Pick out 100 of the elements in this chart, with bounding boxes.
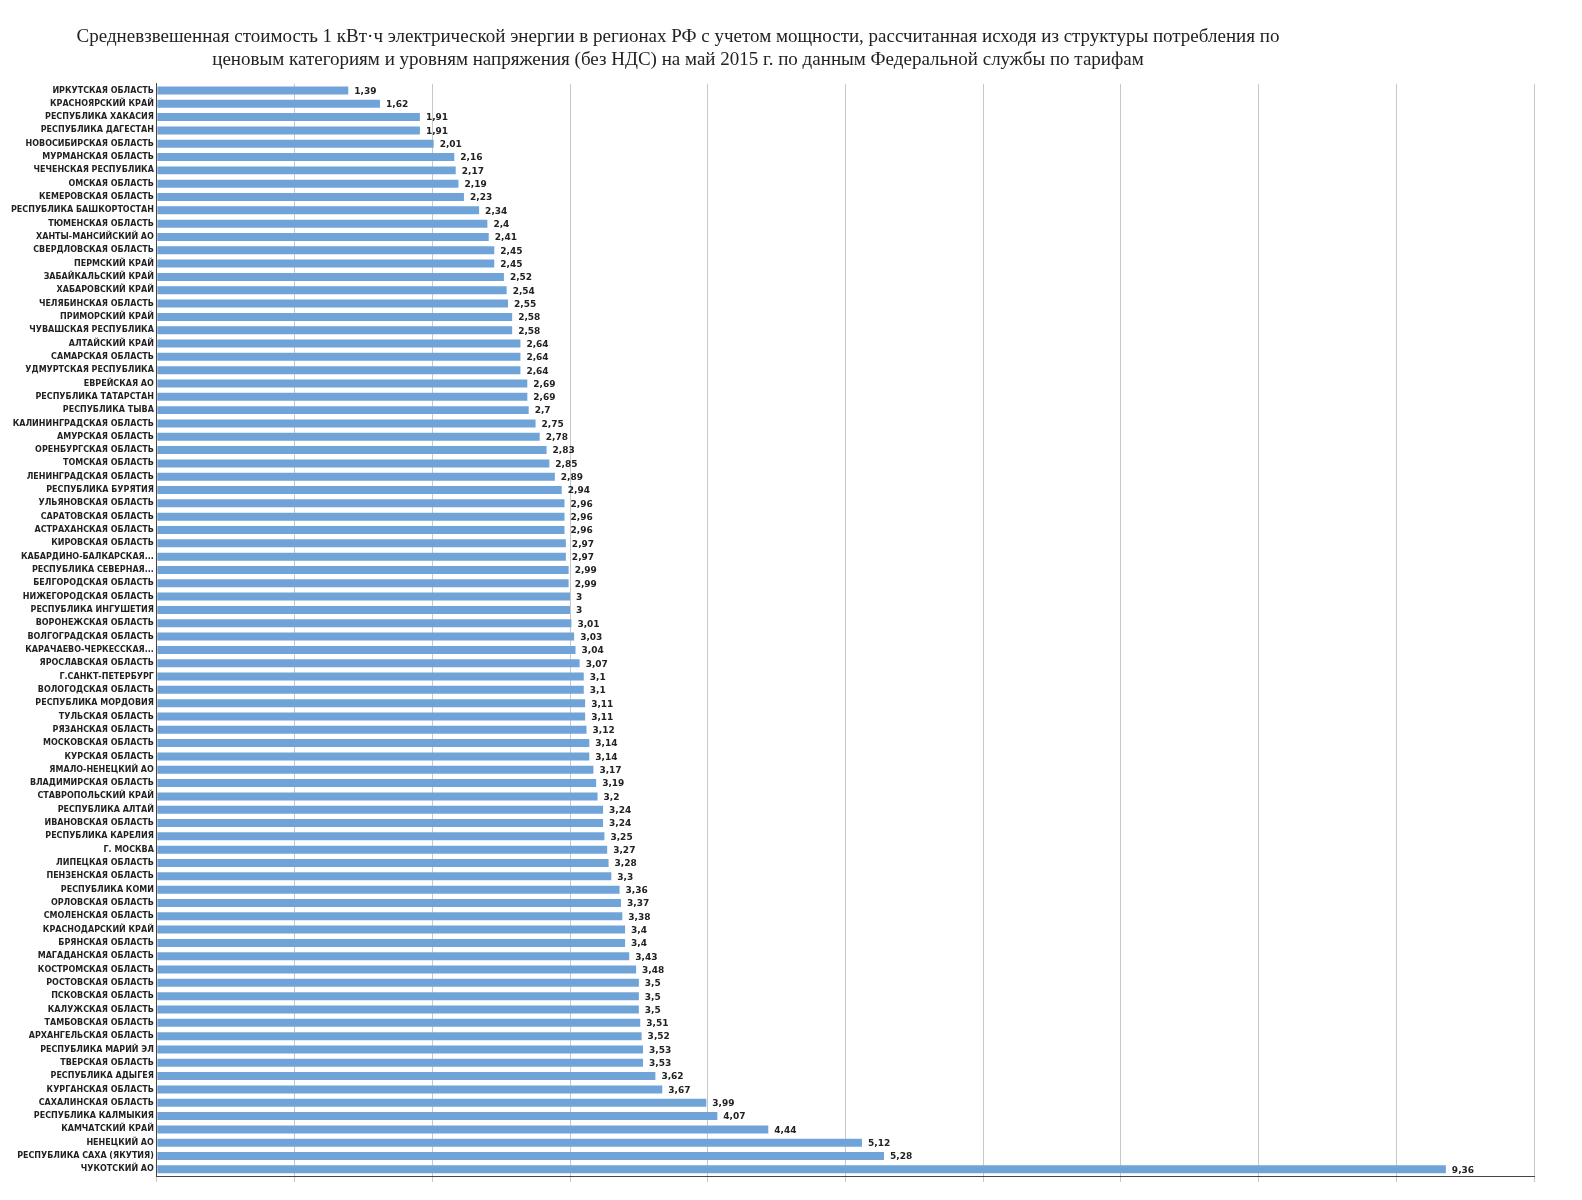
y-tick-label: РЕСПУБЛИКА ДАГЕСТАН	[40, 125, 154, 135]
bar	[157, 113, 420, 122]
bar	[157, 486, 562, 495]
bar	[157, 126, 420, 135]
data-label: 2,97	[571, 551, 595, 562]
data-label: 1,62	[385, 99, 409, 110]
y-tick-label: МОСКОВСКАЯ ОБЛАСТЬ	[43, 738, 154, 748]
data-label: 3	[576, 591, 583, 602]
bar	[157, 952, 630, 961]
bar	[157, 166, 456, 175]
bar	[157, 659, 580, 668]
bar	[157, 685, 584, 694]
bar	[157, 1098, 707, 1107]
chart-title: Средневзвешенная стоимость 1 кВт·ч электрической энергии в регионах РФ с учетом мощности, рассчитанная исходя из структуры потребления по ценовым категориям и уровням напряжения (без НДС) на май 2015 г. по данным Федеральной службы по тарифам	[75, 24, 1281, 70]
data-label: 3,52	[647, 1031, 670, 1042]
y-tick-label: КАЛИНИНГРАДСКАЯ ОБЛАСТЬ	[12, 418, 154, 428]
data-label: 1,91	[425, 112, 449, 123]
data-label: 3,53	[648, 1044, 672, 1055]
bar	[157, 819, 604, 828]
data-label: 3,38	[628, 911, 651, 922]
y-tick-label: КАБАРДИНО-БАЛКАРСКАЯ...	[20, 551, 154, 561]
y-tick-label: РЕСПУБЛИКА АДЫГЕЯ	[50, 1071, 154, 1081]
y-tick-label: Г.САНКТ-ПЕТЕРБУРГ	[59, 671, 154, 681]
data-label: 2,99	[574, 578, 597, 589]
bar	[157, 99, 380, 108]
bar	[157, 872, 612, 881]
data-label: 3,3	[617, 871, 634, 882]
y-tick-label: ВОЛГОГРАДСКАЯ ОБЛАСТЬ	[27, 631, 154, 641]
y-tick-label: НЕНЕЦКИЙ АО	[86, 1135, 155, 1147]
data-label: 4,44	[774, 1124, 797, 1135]
bar	[157, 1058, 643, 1067]
data-label: 3,14	[595, 738, 618, 749]
data-label: 2,94	[567, 485, 590, 496]
bar	[157, 179, 459, 188]
bar	[157, 779, 597, 788]
bar	[157, 765, 594, 774]
data-label: 3,5	[644, 991, 661, 1002]
data-label: 2,89	[560, 472, 584, 483]
bar	[157, 592, 570, 601]
data-label: 1,39	[354, 85, 377, 96]
y-tick-label: БЕЛГОРОДСКАЯ ОБЛАСТЬ	[33, 578, 154, 588]
data-label: 3,17	[599, 765, 622, 776]
y-tick-label: ИВАНОВСКАЯ ОБЛАСТЬ	[44, 818, 154, 828]
data-label: 3,51	[646, 1018, 669, 1029]
bar	[157, 193, 464, 202]
bar	[157, 339, 521, 348]
data-label: 2,69	[533, 378, 556, 389]
y-tick-label: РЕСПУБЛИКА ТЫВА	[62, 405, 155, 415]
y-tick-label: РЕСПУБЛИКА ХАКАСИЯ	[45, 112, 154, 122]
data-label: 3,36	[625, 884, 648, 895]
bar	[157, 579, 569, 588]
bar	[157, 446, 547, 455]
bar	[157, 805, 604, 814]
y-tick-label: РЕСПУБЛИКА СЕВЕРНАЯ...	[31, 565, 154, 575]
y-tick-label: КУРГАНСКАЯ ОБЛАСТЬ	[46, 1084, 154, 1094]
y-tick-label: КАМЧАТСКИЙ КРАЙ	[61, 1122, 154, 1134]
data-label: 3,5	[644, 978, 661, 989]
y-tick-label: ЧЕЛЯБИНСКАЯ ОБЛАСТЬ	[38, 298, 154, 308]
y-tick-label: РЕСПУБЛИКА ТАТАРСТАН	[35, 391, 154, 401]
y-tick-label: САХАЛИНСКАЯ ОБЛАСТЬ	[38, 1097, 154, 1107]
bar	[157, 832, 605, 841]
bar	[157, 898, 621, 907]
bar	[157, 619, 572, 628]
bar	[157, 1125, 769, 1134]
y-tick-label: РЕСПУБЛИКА КАРЕЛИЯ	[45, 831, 154, 841]
y-tick-label: РЕСПУБЛИКА САХА (ЯКУТИЯ)	[17, 1151, 154, 1161]
y-tick-label: ТОМСКАЯ ОБЛАСТЬ	[62, 458, 154, 468]
bar	[157, 792, 598, 801]
bar	[157, 859, 609, 867]
bar	[157, 1085, 663, 1094]
data-label: 2,69	[533, 392, 556, 403]
bar	[157, 992, 639, 1001]
y-tick-label: ЛИПЕЦКАЯ ОБЛАСТЬ	[56, 858, 154, 868]
bar	[157, 153, 455, 162]
bar	[157, 699, 586, 708]
data-label: 3,1	[589, 671, 606, 682]
bar	[157, 539, 566, 548]
bar	[157, 672, 584, 681]
bar	[157, 286, 507, 295]
bar	[157, 978, 639, 987]
y-tick-label: РЕСПУБЛИКА КОМИ	[60, 884, 154, 894]
data-label: 3,01	[577, 618, 600, 629]
data-label: 2,58	[518, 325, 541, 336]
y-tick-label: САМАРСКАЯ ОБЛАСТЬ	[51, 351, 154, 361]
data-label: 4,07	[723, 1111, 746, 1122]
y-tick-label: КРАСНОДАРСКИЙ КРАЙ	[42, 922, 154, 934]
data-label: 2,17	[461, 165, 484, 176]
data-label: 3,62	[661, 1071, 684, 1082]
bar	[157, 885, 620, 894]
y-tick-label: ЧУВАШСКАЯ РЕСПУБЛИКА	[29, 325, 155, 335]
y-tick-label: ПРИМОРСКИЙ КРАЙ	[60, 309, 154, 321]
y-tick-label: РЕСПУБЛИКА ИНГУШЕТИЯ	[30, 605, 154, 614]
bar	[157, 725, 587, 734]
bar	[157, 925, 626, 934]
bar	[157, 712, 586, 721]
bar	[157, 938, 626, 947]
data-label: 2,96	[570, 512, 593, 523]
data-label: 3,67	[668, 1084, 691, 1095]
data-label: 2,99	[574, 565, 597, 576]
bar	[157, 312, 513, 321]
